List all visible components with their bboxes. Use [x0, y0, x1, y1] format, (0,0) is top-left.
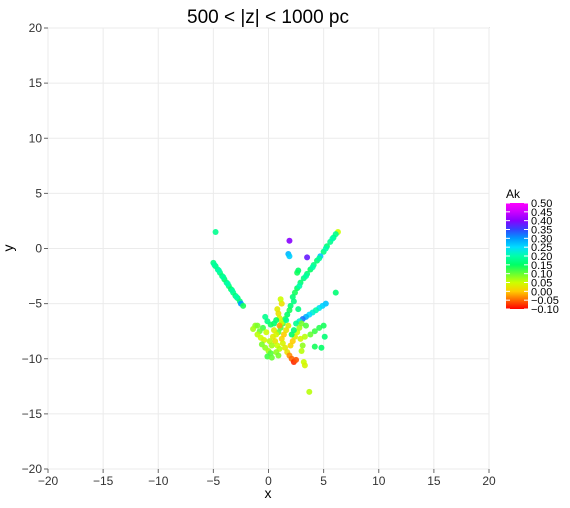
x-tick-label: 20 [482, 474, 496, 488]
data-point [290, 327, 297, 334]
y-tick-label: 15 [29, 76, 43, 90]
data-point [290, 298, 297, 305]
x-tick-label: −20 [38, 474, 59, 488]
colorbar-tick-label: 0.25 [531, 242, 552, 254]
data-point [277, 296, 284, 303]
colorbar [506, 203, 528, 309]
data-point [285, 322, 292, 329]
x-tick-label: 10 [372, 474, 386, 488]
data-point [229, 287, 236, 294]
data-point [307, 331, 314, 338]
data-point [299, 342, 306, 349]
data-point [233, 294, 240, 301]
data-point [301, 362, 308, 369]
data-point [301, 333, 308, 340]
x-tick-label: 15 [427, 474, 441, 488]
data-point [311, 343, 318, 350]
colorbar-tick-label: 0.30 [531, 233, 552, 245]
colorbar-tick-label: 0.15 [531, 260, 552, 272]
y-tick-label: −5 [28, 297, 42, 311]
y-tick-label: 5 [35, 186, 42, 200]
data-point [240, 302, 247, 309]
colorbar-tick-label: 0.35 [531, 225, 552, 237]
data-point [293, 320, 300, 327]
y-tick-label: 0 [35, 242, 42, 256]
chart-title: 500 < |z| < 1000 pc [187, 7, 349, 28]
data-point [296, 282, 303, 289]
legend-title: Ak [506, 187, 521, 201]
data-point [283, 317, 290, 324]
data-point [275, 352, 282, 359]
data-point [295, 306, 302, 313]
data-point [298, 348, 305, 355]
data-point [268, 342, 275, 349]
data-point [329, 235, 336, 242]
x-tick-label: 5 [320, 474, 327, 488]
x-tick-label: −10 [148, 474, 169, 488]
data-point [295, 267, 302, 274]
data-point [273, 331, 280, 338]
colorbar-tick-label: 0.10 [531, 269, 552, 281]
data-point [264, 318, 271, 325]
data-point [302, 273, 309, 280]
colorbar-tick-label: 0.45 [531, 207, 552, 219]
x-tick-label: −15 [93, 474, 114, 488]
data-point [306, 388, 313, 395]
data-point [318, 344, 325, 351]
data-point [321, 333, 328, 340]
colorbar-tick-label: 0.00 [531, 286, 552, 298]
data-point [320, 322, 327, 329]
data-point [322, 245, 329, 252]
colorbar-tick-label: 0.40 [531, 216, 552, 228]
data-point [316, 255, 323, 262]
data-points [210, 228, 341, 395]
colorbar-tick-label: 0.50 [531, 198, 552, 210]
colorbar-tick-label: −0.10 [531, 304, 559, 316]
data-point [311, 328, 318, 335]
data-point [286, 253, 293, 260]
data-point [286, 237, 293, 244]
data-point [212, 228, 219, 235]
y-axis-label: y [0, 245, 16, 252]
data-point [211, 262, 218, 269]
data-point [220, 274, 227, 281]
x-axis-label: x [265, 485, 272, 501]
data-point [263, 329, 270, 336]
data-point [254, 322, 261, 329]
colorbar-tick-label: 0.05 [531, 278, 552, 290]
x-tick-label: 0 [265, 474, 272, 488]
colorbar-tick-label: 0.20 [531, 251, 552, 263]
data-point [302, 322, 309, 329]
data-point [250, 325, 257, 332]
data-point [304, 254, 311, 261]
data-point [276, 322, 283, 329]
y-tick-label: −20 [22, 462, 43, 476]
data-point [224, 280, 231, 287]
x-tick-label: −5 [207, 474, 221, 488]
axes: −20 −15 −10 −5 0 5 10 15 20 −20 −15 −10 −5 0 5 10 15 20 [22, 21, 496, 488]
data-point [332, 289, 339, 296]
y-tick-label: 10 [29, 131, 43, 145]
y-tick-label: −10 [22, 352, 43, 366]
data-point [268, 354, 275, 361]
y-tick-label: 20 [29, 21, 43, 35]
legend: Ak 0.500.450.400.350.300.250.200.150.100… [506, 187, 559, 316]
data-point [215, 267, 222, 274]
colorbar-tick-label: −0.05 [531, 295, 559, 307]
data-point [293, 356, 300, 363]
data-point [309, 264, 316, 271]
y-tick-label: −15 [22, 407, 43, 421]
